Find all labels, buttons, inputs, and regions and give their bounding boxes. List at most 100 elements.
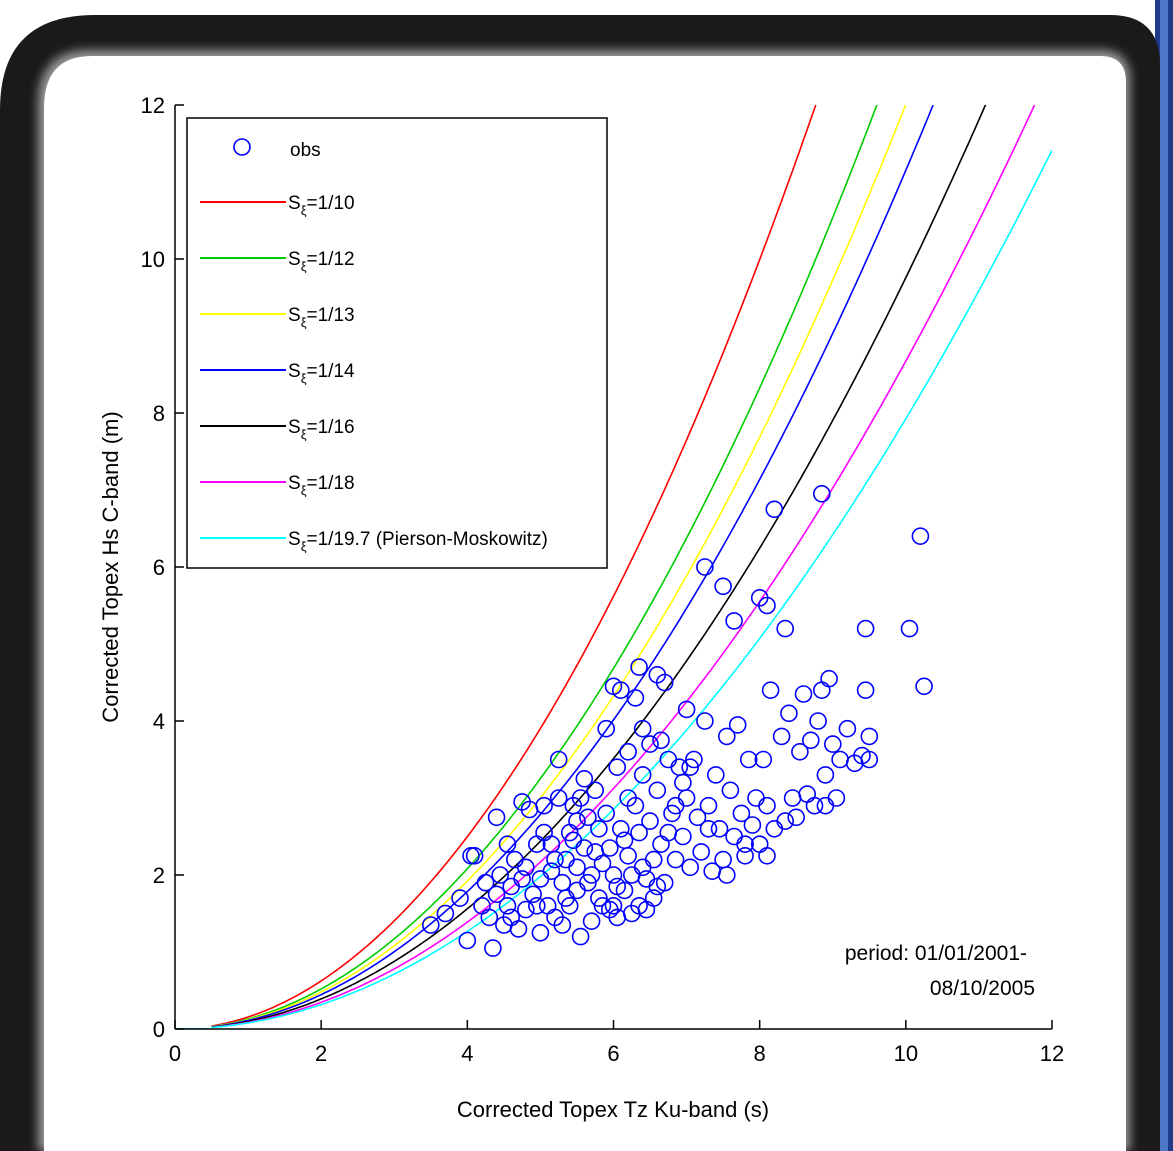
obs-point (458, 931, 477, 950)
obs-point (776, 619, 795, 638)
obs-point (915, 677, 933, 696)
obs-point (736, 835, 754, 854)
obs-point (787, 808, 806, 827)
legend-label-1: Sξ=1/10 (288, 193, 355, 218)
obs-point (685, 750, 703, 769)
legend-obs-label: obs (290, 140, 321, 161)
obs-point (549, 750, 568, 769)
obs-point (516, 858, 535, 877)
obs-point (838, 719, 857, 738)
obs-point (615, 831, 634, 850)
obs-point (648, 781, 667, 800)
obs-point (823, 735, 842, 753)
obs-point (571, 789, 590, 807)
obs-point (462, 846, 480, 865)
obs-point (487, 885, 506, 904)
obs-point (622, 866, 641, 884)
obs-point (586, 781, 605, 800)
obs-point (655, 673, 674, 692)
y-tick-label: 12 (141, 93, 165, 118)
obs-point (480, 908, 499, 927)
obs-point (783, 789, 802, 807)
obs-point (717, 727, 736, 746)
blue-edge-highlight (1160, 0, 1168, 1151)
x-tick-label: 6 (607, 1041, 619, 1066)
obs-point (630, 658, 648, 676)
obs-point (714, 577, 732, 596)
obs-point (812, 681, 831, 700)
obs-point (776, 812, 795, 830)
obs-point (608, 877, 627, 896)
obs-point (557, 889, 575, 907)
obs-point (644, 850, 663, 869)
obs-point (644, 889, 663, 907)
obs-point (553, 916, 572, 934)
obs-point (619, 742, 637, 761)
obs-point (641, 735, 659, 753)
obs-point (659, 750, 678, 769)
obs-point (750, 835, 769, 854)
obs-point (674, 773, 692, 792)
obs-point (568, 881, 586, 900)
legend-box (186, 117, 608, 569)
legend-label-4: Sξ=1/14 (288, 361, 355, 386)
obs-point (692, 843, 711, 861)
obs-point (758, 796, 776, 815)
obs-point (696, 558, 714, 576)
obs-point (652, 835, 670, 854)
obs-point (608, 758, 627, 777)
x-axis-label: Corrected Topex Tz Ku-band (s) (457, 1097, 769, 1122)
obs-point (516, 900, 535, 919)
obs-point (582, 866, 601, 884)
obs-point (820, 669, 838, 688)
obs-point (586, 843, 605, 861)
obs-point (597, 804, 616, 823)
obs-point (900, 619, 919, 638)
obs-point (604, 866, 623, 884)
obs-point (590, 819, 608, 838)
obs-point (732, 804, 751, 823)
obs-point (736, 846, 754, 865)
obs-point (728, 716, 747, 734)
obs-point (652, 731, 670, 750)
obs-point (791, 742, 809, 761)
x-tick-label: 2 (315, 1041, 327, 1066)
obs-point (498, 835, 517, 854)
obs-point (560, 896, 579, 915)
obs-point (502, 877, 521, 896)
obs-point (564, 831, 583, 850)
obs-point (706, 766, 725, 784)
y-tick-label: 10 (141, 247, 165, 272)
obs-point (648, 877, 667, 896)
obs-point (626, 689, 645, 707)
obs-point (758, 846, 776, 865)
obs-point (641, 812, 659, 830)
obs-point (717, 866, 736, 884)
obs-point (571, 927, 590, 946)
obs-points (421, 484, 933, 957)
obs-point (681, 758, 700, 777)
legend: obs Sξ=1/10 Sξ=1/12 Sξ=1/13 Sξ=1/14 Sξ=1/16 Sξ… (186, 117, 608, 569)
series-line-2 (211, 105, 878, 1028)
obs-point (856, 681, 875, 700)
obs-point (524, 885, 542, 904)
obs-point (582, 912, 601, 931)
obs-point (681, 858, 700, 877)
obs-point (633, 766, 652, 784)
obs-point (747, 789, 765, 807)
obs-point (513, 870, 531, 888)
obs-point (801, 731, 820, 750)
obs-point (487, 808, 506, 827)
obs-point (761, 681, 780, 700)
obs-point (780, 704, 798, 723)
obs-point (549, 789, 568, 807)
obs-point (575, 839, 594, 857)
obs-point (579, 808, 597, 827)
obs-point (611, 681, 630, 700)
obs-point (765, 500, 784, 519)
obs-point (666, 850, 685, 869)
annotation-line-1: period: 01/01/2001- (845, 942, 1027, 965)
series-line-4 (211, 105, 934, 1028)
obs-point (765, 819, 784, 838)
obs-point (816, 766, 835, 784)
